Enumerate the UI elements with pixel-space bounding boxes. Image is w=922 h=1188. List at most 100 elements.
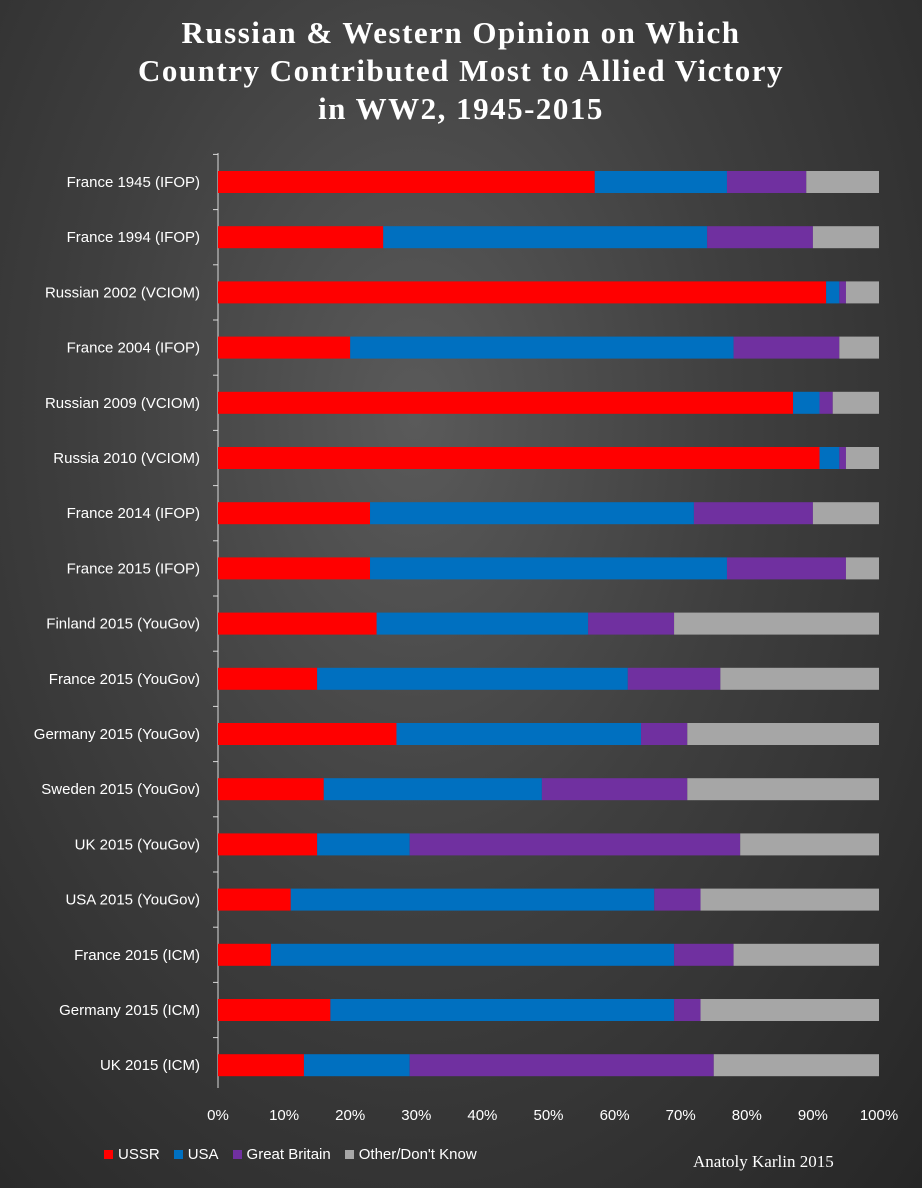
- bar-segment-great-britain: [409, 833, 741, 856]
- category-label: UK 2015 (YouGov): [75, 836, 200, 853]
- x-tick-label: 80%: [732, 1107, 762, 1124]
- chart-title: Russian & Western Opinion on Which Count…: [0, 14, 922, 128]
- legend-swatch-ussr: [104, 1150, 113, 1159]
- legend-item-usa: USA: [173, 1146, 219, 1163]
- category-label: France 1945 (IFOP): [67, 174, 200, 191]
- bar-segment-ussr: [218, 612, 377, 635]
- bar-segment-usa: [370, 502, 694, 525]
- legend-item-great-britain: Great Britain: [232, 1146, 331, 1163]
- x-tick-label: 50%: [533, 1107, 563, 1124]
- legend-item-other: Other/Don't Know: [344, 1146, 477, 1163]
- bar-segment-usa: [317, 833, 410, 856]
- legend-label-other: Other/Don't Know: [358, 1146, 477, 1163]
- bar-segment-other-don-t-know: [832, 391, 879, 414]
- x-tick-label: 30%: [401, 1107, 431, 1124]
- bar-segment-ussr: [218, 557, 371, 580]
- category-label: France 2014 (IFOP): [67, 505, 200, 522]
- bar-segment-other-don-t-know: [812, 226, 879, 249]
- bar-segment-great-britain: [707, 226, 813, 249]
- legend-label-usa: USA: [187, 1146, 219, 1163]
- bar-segment-other-don-t-know: [720, 667, 879, 690]
- bar-segment-ussr: [218, 226, 384, 249]
- x-tick-label: 60%: [600, 1107, 630, 1124]
- bar-segment-great-britain: [409, 1054, 714, 1077]
- category-label: Sweden 2015 (YouGov): [41, 781, 200, 798]
- category-label: Finland 2015 (YouGov): [46, 616, 200, 633]
- bar-segment-usa: [303, 1054, 410, 1077]
- bar-segment-ussr: [218, 336, 351, 359]
- category-label: France 2015 (IFOP): [67, 560, 200, 577]
- bar-segment-great-britain: [693, 502, 813, 525]
- bar-segment-usa: [317, 667, 628, 690]
- category-label: Germany 2015 (YouGov): [34, 726, 200, 743]
- category-label: USA 2015 (YouGov): [65, 892, 200, 909]
- x-tick-label: 40%: [467, 1107, 497, 1124]
- bar-segment-ussr: [218, 943, 271, 966]
- category-label: France 2015 (YouGov): [49, 671, 200, 688]
- category-label: Russian 2009 (VCIOM): [45, 395, 200, 412]
- bar-segment-ussr: [218, 778, 324, 801]
- legend: USSR USA Great Britain Other/Don't Know: [104, 1146, 477, 1163]
- chart-title-line-1: Russian & Western Opinion on Which: [181, 15, 741, 50]
- bar-segment-ussr: [218, 171, 595, 193]
- bar-segment-usa: [793, 391, 820, 414]
- bar-segment-great-britain: [641, 723, 688, 745]
- bar-segment-ussr: [218, 999, 331, 1021]
- legend-label-ussr: USSR: [118, 1146, 160, 1163]
- bar-segment-other-don-t-know: [733, 943, 879, 966]
- bar-segment-usa: [819, 447, 840, 469]
- category-label: Russia 2010 (VCIOM): [53, 450, 200, 467]
- legend-swatch-other: [344, 1150, 354, 1159]
- bar-segment-usa: [383, 226, 708, 249]
- bar-segment-usa: [376, 612, 589, 635]
- bar-segment-other-don-t-know: [740, 833, 879, 856]
- bar-segment-ussr: [218, 391, 794, 414]
- x-tick-label: 100%: [860, 1107, 898, 1124]
- legend-label-great-britain: Great Britain: [246, 1146, 331, 1163]
- category-label: Germany 2015 (ICM): [59, 1002, 200, 1019]
- legend-item-ussr: USSR: [104, 1146, 160, 1163]
- bar-segment-other-don-t-know: [700, 888, 879, 911]
- bar-segment-other-don-t-know: [845, 557, 879, 580]
- x-tick-label: 20%: [335, 1107, 365, 1124]
- legend-swatch-great-britain: [232, 1150, 242, 1159]
- bar-segment-usa: [594, 171, 727, 193]
- bar-segment-great-britain: [674, 943, 734, 966]
- chart-title-line-2: Country Contributed Most to Allied Victo…: [138, 53, 784, 88]
- category-label: France 2004 (IFOP): [67, 340, 200, 357]
- bar-segment-other-don-t-know: [806, 171, 879, 193]
- bar-segment-other-don-t-know: [687, 723, 879, 745]
- bar-segment-ussr: [218, 502, 371, 525]
- x-tick-label: 0%: [207, 1107, 229, 1124]
- bar-segment-usa: [370, 557, 727, 580]
- bar-segment-usa: [350, 336, 734, 359]
- bar-segment-other-don-t-know: [845, 281, 879, 304]
- bar-segment-other-don-t-know: [839, 336, 879, 359]
- bar-segment-great-britain: [541, 778, 688, 801]
- bar-segment-usa: [330, 999, 675, 1021]
- x-tick-label: 10%: [269, 1107, 299, 1124]
- bar-segment-great-britain: [588, 612, 675, 635]
- category-label: Russian 2002 (VCIOM): [45, 284, 200, 301]
- bar-segment-great-britain: [726, 171, 807, 193]
- bar-segment-ussr: [218, 281, 827, 304]
- author-credit: Anatoly Karlin 2015: [693, 1152, 834, 1171]
- bar-segment-ussr: [218, 667, 318, 690]
- bar-segment-great-britain: [674, 999, 701, 1021]
- bar-segment-ussr: [218, 833, 318, 856]
- bar-segment-great-britain: [839, 447, 846, 469]
- bar-segment-other-don-t-know: [700, 999, 879, 1021]
- bar-segment-other-don-t-know: [674, 612, 879, 635]
- bar-segment-great-britain: [733, 336, 840, 359]
- category-label: France 1994 (IFOP): [67, 229, 200, 246]
- bar-segment-great-britain: [654, 888, 701, 911]
- bar-segment-ussr: [218, 888, 291, 911]
- bar-segment-great-britain: [819, 391, 833, 414]
- bar-segment-other-don-t-know: [687, 778, 879, 801]
- bar-segment-ussr: [218, 723, 397, 745]
- category-label: UK 2015 (ICM): [100, 1057, 200, 1074]
- bar-segment-other-don-t-know: [713, 1054, 879, 1077]
- legend-swatch-usa: [173, 1150, 183, 1159]
- bar-segment-usa: [323, 778, 542, 801]
